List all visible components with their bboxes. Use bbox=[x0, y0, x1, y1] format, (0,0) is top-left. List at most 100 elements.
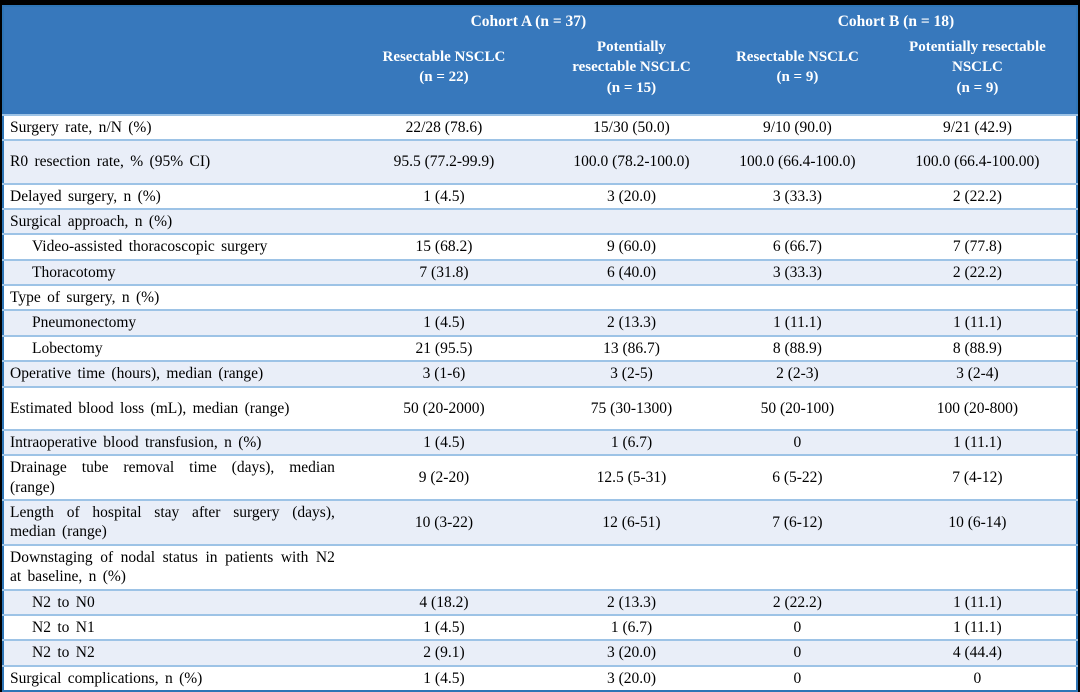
row-value: 1 (4.5) bbox=[340, 664, 548, 691]
row-value: 15/30 (50.0) bbox=[547, 113, 716, 141]
row-value: 12 (6-51) bbox=[547, 499, 716, 545]
row-value bbox=[715, 207, 879, 235]
section-header-row: Type of surgery, n (%) bbox=[3, 283, 1077, 311]
subcolumn-header-potentially-resectable-a: Potentially resectable NSCLC (n = 15) bbox=[547, 33, 716, 115]
row-value: 22/28 (78.6) bbox=[340, 113, 548, 141]
row-value: 1 (6.7) bbox=[547, 428, 716, 456]
row-label: Pneumonectomy bbox=[3, 309, 341, 336]
row-value: 2 (22.2) bbox=[715, 588, 879, 615]
row-value: 8 (88.9) bbox=[878, 334, 1077, 362]
row-value bbox=[715, 543, 879, 590]
row-value: 4 (44.4) bbox=[878, 639, 1077, 666]
row-value: 3 (2-4) bbox=[878, 360, 1077, 387]
subcolumn-header-resectable-b: Resectable NSCLC (n = 9) bbox=[715, 33, 879, 115]
row-value: 2 (22.2) bbox=[878, 258, 1077, 285]
table-row: Video-assisted thoracoscopic surgery 15 (… bbox=[3, 233, 1077, 260]
section-header-row: Downstaging of nodal status in patients … bbox=[3, 543, 1077, 590]
table-header: Cohort A (n = 37) Cohort B (n = 18) Rese… bbox=[3, 6, 1077, 115]
row-value: 13 (86.7) bbox=[547, 334, 716, 362]
table-row: Surgery rate, n/N (%) 22/28 (78.6) 15/30 (… bbox=[3, 113, 1077, 141]
row-value: 1 (4.5) bbox=[340, 309, 548, 336]
row-label: Length of hospital stay after surgery (d… bbox=[3, 499, 341, 545]
subgroup-header-row: Resectable NSCLC (n = 22) Potentially re… bbox=[3, 33, 1077, 115]
row-label: Surgical complications, n (%) bbox=[3, 664, 341, 691]
row-value: 1 (4.5) bbox=[340, 182, 548, 209]
row-value bbox=[547, 543, 716, 590]
row-value: 3 (33.3) bbox=[715, 258, 879, 285]
row-value: 9 (2-20) bbox=[340, 454, 548, 500]
corner-cell bbox=[3, 6, 341, 33]
subcolumn-header-potentially-resectable-b: Potentially resectable NSCLC (n = 9) bbox=[878, 33, 1077, 115]
row-value: 100.0 (78.2-100.0) bbox=[547, 139, 716, 184]
row-label: Estimated blood loss (mL), median (range… bbox=[3, 385, 341, 430]
surgical-outcomes-table: Cohort A (n = 37) Cohort B (n = 18) Rese… bbox=[2, 5, 1078, 692]
table-body: Surgery rate, n/N (%) 22/28 (78.6) 15/30 (… bbox=[3, 113, 1077, 691]
table-row: N2 to N1 1 (4.5) 1 (6.7) 0 1 (11.1) bbox=[3, 613, 1077, 641]
table-row: Intraoperative blood transfusion, n (%) 1… bbox=[3, 428, 1077, 456]
row-label: Surgical approach, n (%) bbox=[3, 207, 341, 235]
row-value: 8 (88.9) bbox=[715, 334, 879, 362]
row-label: Intraoperative blood transfusion, n (%) bbox=[3, 428, 341, 456]
row-value: 4 (18.2) bbox=[340, 588, 548, 615]
row-label: Lobectomy bbox=[3, 334, 341, 362]
row-value bbox=[340, 207, 548, 235]
row-value bbox=[340, 543, 548, 590]
table-row: Operative time (hours), median (range) 3 … bbox=[3, 360, 1077, 387]
row-value: 3 (1-6) bbox=[340, 360, 548, 387]
row-label: Downstaging of nodal status in patients … bbox=[3, 543, 341, 590]
column-header-cohort-b: Cohort B (n = 18) bbox=[715, 6, 1077, 33]
row-value bbox=[340, 283, 548, 311]
row-value: 12.5 (5-31) bbox=[547, 454, 716, 500]
row-value: 2 (9.1) bbox=[340, 639, 548, 666]
row-value: 9/21 (42.9) bbox=[878, 113, 1077, 141]
row-value: 100.0 (66.4-100.00) bbox=[878, 139, 1077, 184]
table-row: N2 to N2 2 (9.1) 3 (20.0) 0 4 (44.4) bbox=[3, 639, 1077, 666]
table-row: Pneumonectomy 1 (4.5) 2 (13.3) 1 (11.1) 1 (1… bbox=[3, 309, 1077, 336]
table-row: Length of hospital stay after surgery (d… bbox=[3, 499, 1077, 545]
row-value: 0 bbox=[878, 664, 1077, 691]
row-value: 3 (20.0) bbox=[547, 639, 716, 666]
row-label: Surgery rate, n/N (%) bbox=[3, 113, 341, 141]
row-label: Type of surgery, n (%) bbox=[3, 283, 341, 311]
row-value: 50 (20-100) bbox=[715, 385, 879, 430]
row-value: 100.0 (66.4-100.0) bbox=[715, 139, 879, 184]
row-value: 0 bbox=[715, 664, 879, 691]
row-value: 3 (20.0) bbox=[547, 664, 716, 691]
row-value: 15 (68.2) bbox=[340, 233, 548, 260]
row-value: 21 (95.5) bbox=[340, 334, 548, 362]
row-value: 10 (6-14) bbox=[878, 499, 1077, 545]
row-value bbox=[878, 283, 1077, 311]
row-value: 75 (30-1300) bbox=[547, 385, 716, 430]
row-value: 6 (40.0) bbox=[547, 258, 716, 285]
row-value: 2 (22.2) bbox=[878, 182, 1077, 209]
row-value: 6 (66.7) bbox=[715, 233, 879, 260]
corner-cell bbox=[3, 33, 341, 115]
row-value: 1 (4.5) bbox=[340, 428, 548, 456]
row-value: 0 bbox=[715, 639, 879, 666]
row-label: N2 to N1 bbox=[3, 613, 341, 641]
row-value bbox=[715, 283, 879, 311]
row-value: 9 (60.0) bbox=[547, 233, 716, 260]
row-value: 3 (33.3) bbox=[715, 182, 879, 209]
row-value: 1 (11.1) bbox=[878, 588, 1077, 615]
row-value: 1 (11.1) bbox=[878, 309, 1077, 336]
table-row: Delayed surgery, n (%) 1 (4.5) 3 (20.0) 3 (… bbox=[3, 182, 1077, 209]
row-value: 1 (4.5) bbox=[340, 613, 548, 641]
row-value: 3 (20.0) bbox=[547, 182, 716, 209]
row-value: 7 (31.8) bbox=[340, 258, 548, 285]
row-label: R0 resection rate, % (95% CI) bbox=[3, 139, 341, 184]
row-value: 2 (2-3) bbox=[715, 360, 879, 387]
table-row: Drainage tube removal time (days), media… bbox=[3, 454, 1077, 500]
table-row: N2 to N0 4 (18.2) 2 (13.3) 2 (22.2) 1 (11.1) bbox=[3, 588, 1077, 615]
row-value: 1 (11.1) bbox=[878, 428, 1077, 456]
row-value: 0 bbox=[715, 428, 879, 456]
table-row: R0 resection rate, % (95% CI) 95.5 (77.2-… bbox=[3, 139, 1077, 184]
row-label: N2 to N0 bbox=[3, 588, 341, 615]
row-value: 7 (77.8) bbox=[878, 233, 1077, 260]
row-label: Delayed surgery, n (%) bbox=[3, 182, 341, 209]
row-value: 95.5 (77.2-99.9) bbox=[340, 139, 548, 184]
row-value: 7 (4-12) bbox=[878, 454, 1077, 500]
row-value: 10 (3-22) bbox=[340, 499, 548, 545]
row-label: Video-assisted thoracoscopic surgery bbox=[3, 233, 341, 260]
row-label: Thoracotomy bbox=[3, 258, 341, 285]
